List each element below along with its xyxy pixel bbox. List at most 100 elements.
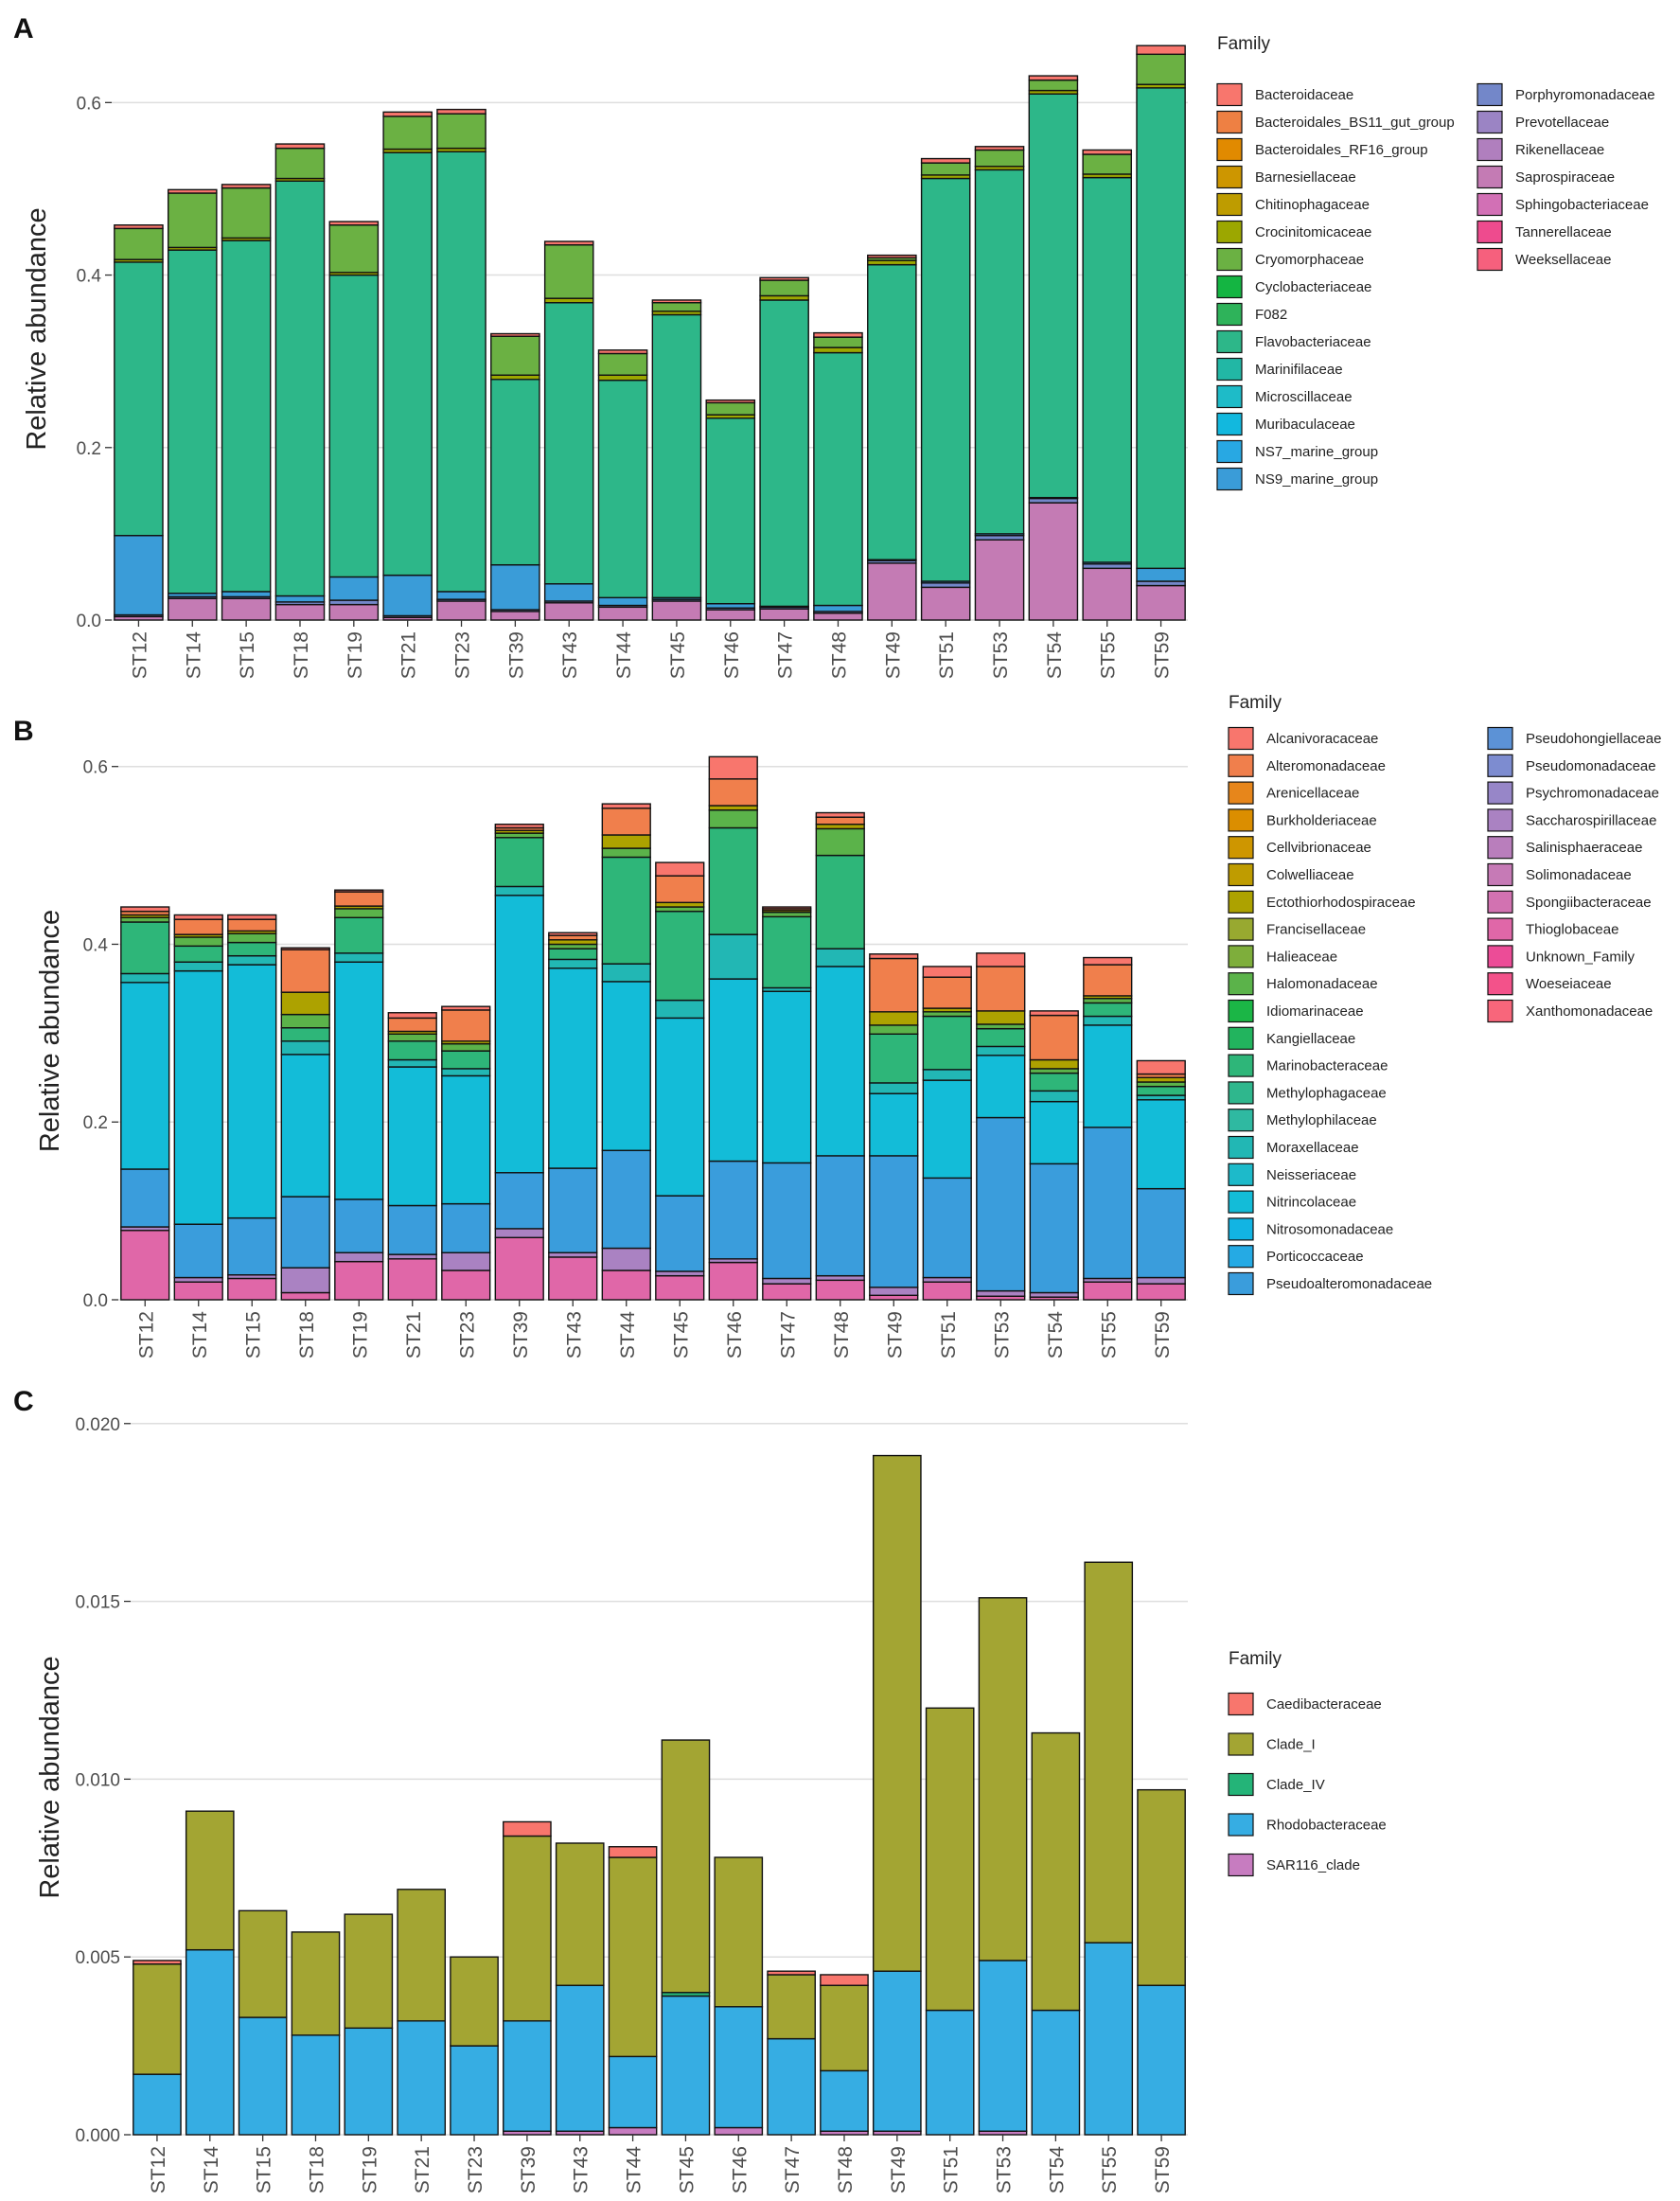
x-tick-label-st18: ST18 [296,1311,318,1358]
bar-st54-flavobacteriaceae [1028,93,1079,499]
bar-st45-halomonadaceae [655,906,705,913]
bar-st39-pseudoalteromonadaceae [494,1172,544,1230]
legend-label-sar116-clade: SAR116_clade [1266,1857,1360,1873]
bar-st44-sar116-clade [608,2126,658,2136]
bar-st18-clade-i [291,1931,341,2036]
bar-st15-rhodobacteraceae [238,2016,288,2136]
bar-st43-rhodobacteraceae [555,1984,605,2132]
legend-label-f082: F082 [1255,307,1287,323]
bar-st59-alcanivoracaceae [1136,1059,1186,1075]
bar-st43-thioglobaceae [548,1256,598,1301]
bar-st23-rhodobacteraceae [450,2045,499,2136]
bar-st12-halomonadaceae [120,916,170,923]
bar-st55-flavobacteriaceae [1082,176,1133,563]
x-tick-label-st19: ST19 [359,2146,380,2193]
x-tick-label-st55: ST55 [1098,631,1120,679]
legend-label-idiomarinaceae: Idiomarinaceae [1266,1003,1364,1020]
bar-st12-alcanivoracaceae [120,906,170,913]
bar-st44-ns9-marine-group [597,596,648,607]
legend-label-ns7-marine-group: NS7_marine_group [1255,444,1378,460]
legend-swatch-cyclobacteriaceae [1216,275,1243,299]
x-tick-label-st43: ST43 [563,1311,585,1358]
legend-label-caedibacteraceae: Caedibacteraceae [1266,1696,1382,1713]
legend-label-bacteroidales-rf16-group: Bacteroidales_RF16_group [1255,142,1428,158]
legend-swatch-salinisphaeraceae [1487,836,1513,860]
bar-st55-nitrincolaceae [1083,1024,1133,1128]
legend-swatch-xanthomonadaceae [1487,999,1513,1023]
bar-st21-pseudoalteromonadaceae [387,1204,437,1255]
legend-label-clade-iv: Clade_IV [1266,1777,1325,1793]
legend-swatch-saccharospirillaceae [1487,808,1513,832]
legend-swatch-psychromonadaceae [1487,781,1513,805]
bar-st19-clade-i [344,1913,394,2030]
bar-st23-halomonadaceae [441,1042,491,1052]
bar-st46-ectothiorhodospiraceae [708,805,758,811]
legend-label-chitinophagaceae: Chitinophagaceae [1255,197,1370,213]
legend-swatch-rhodobacteraceae [1228,1813,1254,1837]
x-tick-label-st19: ST19 [349,1311,371,1358]
x-tick-label-st44: ST44 [617,1311,639,1359]
bar-st44-saccharospirillaceae [601,1247,651,1271]
bar-st46-rhodobacteraceae [714,2006,764,2129]
bar-st51-pseudoalteromonadaceae [922,1177,972,1279]
bar-st48-ns9-marine-group [813,604,863,612]
bar-st45-moraxellaceae [655,999,705,1020]
legend-label-halieaceae: Halieaceae [1266,949,1337,965]
legend-label-thioglobaceae: Thioglobaceae [1526,922,1618,938]
x-tick-label-st46: ST46 [721,631,743,679]
bar-st55-rikenellaceae [1082,567,1133,621]
x-tick-label-st12: ST12 [148,2146,169,2193]
bar-st18-alteromonadaceae [280,949,330,993]
bar-st21-saccharospirillaceae [387,1253,437,1260]
legend-swatch-pseudoalteromonadaceae [1228,1271,1254,1296]
bar-st49-alcanivoracaceae [869,953,919,960]
bar-st18-halomonadaceae [280,1013,330,1029]
bar-st48-crocinitomicaceae [813,346,863,354]
legend-label-pseudohongiellaceae: Pseudohongiellaceae [1526,731,1661,747]
bar-st54-ectothiorhodospiraceae [1029,1058,1079,1070]
panel-a: A 0.0 0.2 0.4 0.6 Relative abundance ST12 ST14 S… [13,13,1655,679]
bar-st21-halomonadaceae [387,1033,437,1042]
x-tick-label-st45: ST45 [676,2146,698,2193]
legend-swatch-methylophagaceae [1228,1081,1254,1105]
bar-st44-alteromonadaceae [601,808,651,836]
bar-st55-alcanivoracaceae [1083,956,1133,966]
legend-label-tannerellaceae: Tannerellaceae [1515,224,1612,240]
bar-st15-ns9-marine-group [221,591,272,598]
bar-st54-marinobacteraceae [1029,1072,1079,1092]
bar-st53-ectothiorhodospiraceae [976,1010,1026,1025]
legend-label-crocinitomicaceae: Crocinitomicaceae [1255,224,1371,240]
bar-st47-flavobacteriaceae [759,299,809,608]
legend-label-salinisphaeraceae: Salinisphaeraceae [1526,840,1642,856]
legend-label-cellvibrionaceae: Cellvibrionaceae [1266,840,1371,856]
legend-label-kangiellaceae: Kangiellaceae [1266,1031,1355,1047]
legend-label-ns9-marine-group: NS9_marine_group [1255,471,1378,488]
bar-st43-flavobacteriaceae [543,302,594,585]
bar-st18-rikenellaceae [274,603,326,621]
legend-swatch-flavobacteriaceae [1216,329,1243,354]
bar-st46-sar116-clade [714,2126,764,2136]
legend-title: Family [1217,34,1270,54]
legend-swatch-ectothiorhodospiraceae [1228,890,1254,914]
legend-swatch-unknown-family [1487,945,1513,968]
bar-st19-thioglobaceae [334,1260,384,1301]
x-tick-label-st23: ST23 [456,1311,478,1358]
legend-swatch-alcanivoracaceae [1228,726,1254,751]
bar-st12-clade-i [133,1963,182,2075]
legend-label-muribaculaceae: Muribaculaceae [1255,417,1355,433]
legend-swatch-nitrosomonadaceae [1228,1217,1254,1241]
legend-swatch-porticoccaceae [1228,1245,1254,1269]
bar-st43-cryomorphaceae [543,243,594,299]
bar-st48-moraxellaceae [815,948,865,967]
x-tick-label-st19: ST19 [345,631,366,679]
x-tick-label-st48: ST48 [835,2146,857,2193]
bar-st51-bacteroidaceae [920,157,971,164]
bar-st55-alteromonadaceae [1083,964,1133,997]
x-tick-label-st44: ST44 [624,2146,645,2194]
bar-st53-halomonadaceae [976,1023,1026,1030]
panel-letter: B [13,716,34,747]
bar-st53-marinobacteraceae [976,1027,1026,1048]
bar-st59-rikenellaceae [1136,584,1186,621]
bar-st45-nitrincolaceae [655,1017,705,1197]
y-tick-label: 0.015 [75,1593,120,1613]
